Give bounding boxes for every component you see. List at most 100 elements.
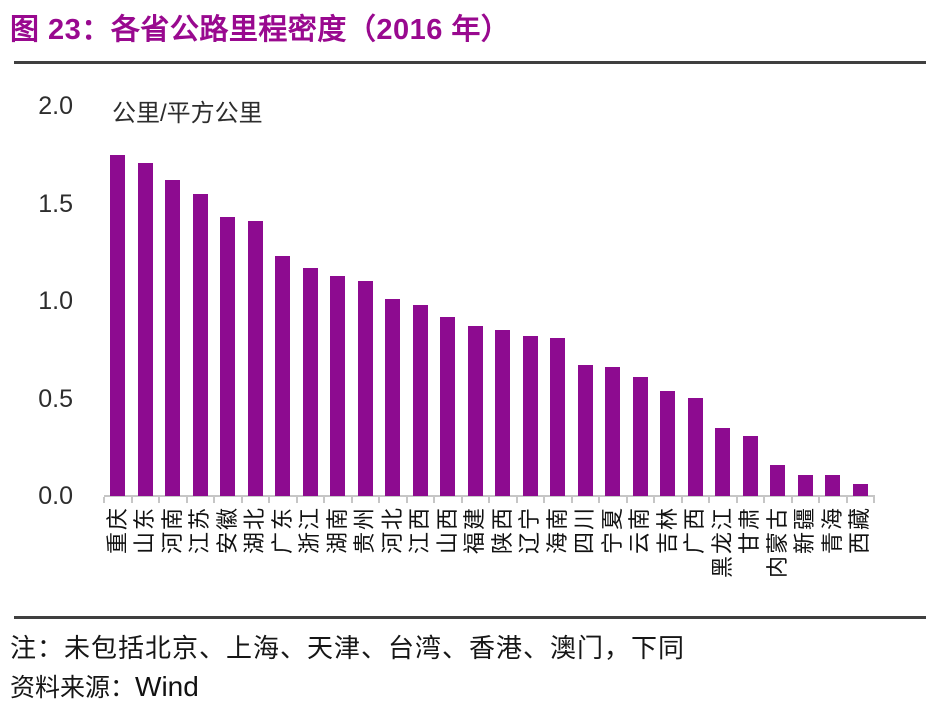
bar-广东: [275, 256, 291, 496]
x-label-云南: 云南: [627, 506, 653, 555]
footer-divider-line: [14, 616, 926, 619]
x-label-新疆: 新疆: [792, 506, 818, 555]
x-label-四川: 四川: [572, 506, 598, 555]
bar-湖北: [247, 221, 263, 496]
y-axis-unit-label: 公里/平方公里: [112, 100, 263, 127]
bar-河南: [165, 180, 181, 496]
bar-山东: [137, 163, 153, 496]
x-label-黑龙江: 黑龙江: [709, 506, 735, 579]
bar-江西: [412, 305, 428, 496]
x-label-贵州: 贵州: [352, 506, 378, 555]
x-label-甘肃: 甘肃: [737, 506, 763, 555]
x-label-广西: 广西: [682, 506, 708, 555]
bar-海南: [550, 338, 566, 496]
x-label-宁夏: 宁夏: [599, 506, 625, 555]
x-tick-mark: [708, 497, 710, 503]
y-tick-label: 1.5: [38, 189, 73, 218]
bar-吉林: [660, 391, 676, 496]
x-tick-mark: [213, 497, 215, 503]
x-label-福建: 福建: [462, 506, 488, 555]
bar-西藏: [852, 484, 868, 496]
bar-福建: [467, 326, 483, 496]
x-tick-mark: [433, 497, 435, 503]
bar-四川: [577, 365, 593, 496]
x-tick-mark: [185, 497, 188, 503]
x-tick-mark: [103, 497, 105, 503]
bar-安徽: [220, 217, 236, 496]
y-tick-label: 0.0: [38, 482, 73, 510]
bar-湖南: [330, 276, 346, 496]
x-label-江苏: 江苏: [187, 506, 213, 555]
bar-黑龙江: [715, 428, 731, 496]
y-tick-label: 0.5: [38, 384, 73, 413]
bar-贵州: [357, 281, 373, 496]
chart-note: 注：未包括北京、上海、天津、台湾、香港、澳门，下同: [10, 634, 686, 663]
x-label-青海: 青海: [819, 506, 845, 555]
x-label-海南: 海南: [544, 506, 570, 555]
x-tick-mark: [515, 497, 518, 503]
x-tick-mark: [818, 497, 820, 503]
x-tick-mark: [323, 497, 325, 503]
bar-重庆: [110, 155, 126, 496]
x-tick-mark: [735, 497, 738, 503]
source-value: Wind: [135, 671, 199, 702]
bar-云南: [632, 377, 648, 496]
x-tick-mark: [378, 497, 380, 503]
x-tick-mark: [268, 497, 270, 503]
bar-浙江: [302, 268, 318, 496]
x-tick-mark: [240, 497, 243, 503]
bar-山西: [440, 317, 456, 496]
x-label-湖北: 湖北: [242, 506, 268, 555]
x-tick-mark: [845, 497, 848, 503]
x-label-浙江: 浙江: [297, 506, 323, 555]
x-label-西藏: 西藏: [847, 506, 873, 555]
x-label-山西: 山西: [434, 506, 460, 555]
x-label-吉林: 吉林: [654, 506, 680, 555]
x-tick-mark: [625, 497, 628, 503]
source-label: 资料来源：: [10, 675, 136, 702]
x-label-辽宁: 辽宁: [517, 506, 543, 555]
bar-青海: [825, 475, 841, 496]
x-label-江西: 江西: [407, 506, 433, 555]
bar-甘肃: [742, 436, 758, 496]
bar-宁夏: [605, 367, 621, 496]
page-title: 图 23：各省公路里程密度（2016 年）: [10, 14, 511, 46]
x-axis-line: [104, 495, 875, 497]
bar-江苏: [192, 194, 208, 496]
x-tick-mark: [158, 497, 160, 503]
x-tick-mark: [873, 497, 875, 503]
title-divider-line: [14, 61, 926, 64]
bar-陕西: [495, 330, 511, 496]
x-label-内蒙古: 内蒙古: [764, 506, 790, 579]
source-line: 资料来源：Wind: [10, 668, 199, 704]
bar-新疆: [797, 475, 813, 496]
x-tick-mark: [543, 497, 545, 503]
x-tick-mark: [130, 497, 133, 503]
x-tick-mark: [405, 497, 408, 503]
x-label-湖南: 湖南: [324, 506, 350, 555]
bar-辽宁: [522, 336, 538, 496]
bar-广西: [687, 398, 703, 496]
bar-河北: [385, 299, 401, 496]
x-label-广东: 广东: [269, 506, 295, 555]
x-tick-mark: [488, 497, 490, 503]
bar-内蒙古: [770, 465, 786, 496]
x-label-重庆: 重庆: [104, 506, 130, 555]
x-tick-mark: [570, 497, 573, 503]
x-tick-mark: [680, 497, 683, 503]
x-label-陕西: 陕西: [489, 506, 515, 555]
x-tick-mark: [460, 497, 463, 503]
y-tick-label: 1.0: [38, 287, 73, 315]
x-tick-mark: [295, 497, 298, 503]
x-label-河北: 河北: [379, 506, 405, 555]
x-label-河南: 河南: [159, 506, 185, 555]
x-tick-mark: [598, 497, 600, 503]
x-tick-mark: [350, 497, 353, 503]
x-label-山东: 山东: [132, 506, 158, 555]
x-tick-mark: [763, 497, 765, 503]
x-label-安徽: 安徽: [214, 506, 240, 555]
y-tick-label: 2.0: [38, 92, 73, 120]
x-tick-mark: [653, 497, 655, 503]
x-tick-mark: [790, 497, 793, 503]
